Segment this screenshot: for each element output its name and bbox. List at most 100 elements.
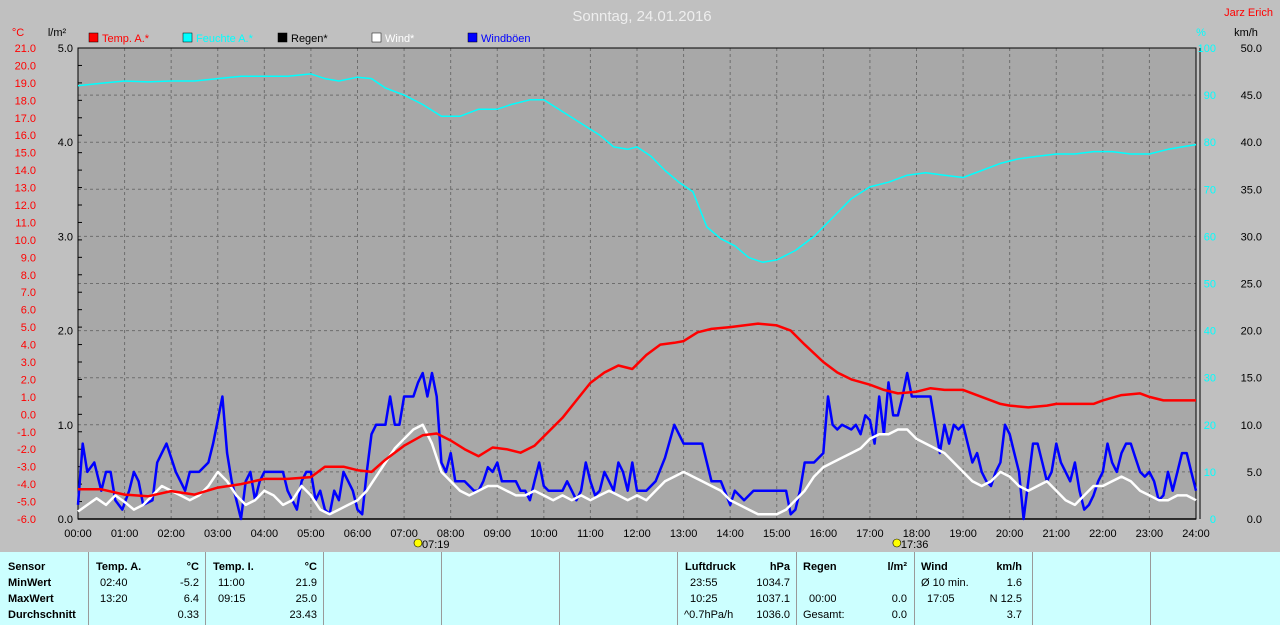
humidity-tick-label: 70 <box>1204 184 1216 196</box>
temp-i-header: Temp. I. <box>213 561 254 573</box>
temp-tick-label: 20.0 <box>15 60 36 72</box>
temp-i-min-time: 11:00 <box>218 577 245 589</box>
series-line-wind <box>77 423 1197 516</box>
x-tick-label: 09:00 <box>483 528 511 540</box>
humidity-tick-label: 90 <box>1204 90 1216 102</box>
rain-max-time: 00:00 <box>809 593 837 605</box>
temp-i-avg: 23.43 <box>289 609 317 621</box>
legend-swatch <box>371 32 382 43</box>
humidity-tick-label: 100 <box>1198 43 1216 55</box>
separator <box>914 552 915 625</box>
sunset-icon <box>892 538 902 548</box>
legend-swatch <box>88 32 99 43</box>
x-tick-label: 11:00 <box>577 528 604 540</box>
wind-unit: km/h <box>996 561 1022 573</box>
annotations: 07:19 17:36 <box>413 538 929 551</box>
humidity-tick-label: 10 <box>1204 467 1216 479</box>
temp-a-avg: 0.33 <box>177 609 199 621</box>
x-tick-label: 22:00 <box>1089 528 1117 540</box>
x-tick-label: 18:00 <box>903 528 931 540</box>
series-line-windb-en <box>76 371 1198 521</box>
temp-tick-label: -2.0 <box>17 444 36 456</box>
rain-unit: l/m² <box>887 561 907 573</box>
humidity-tick-label: 20 <box>1204 420 1216 432</box>
grid <box>78 48 1201 519</box>
temp-tick-label: 13.0 <box>15 183 36 195</box>
separator <box>559 552 560 625</box>
separator <box>677 552 678 625</box>
wind-axis-unit: km/h <box>1234 27 1258 39</box>
durchschnitt-label: Durchschnitt <box>8 609 76 621</box>
pressure-trend-label: ^0.7hPa/h <box>684 609 734 621</box>
pressure-avg: 1036.0 <box>756 609 790 621</box>
temp-tick-label: 3.0 <box>21 357 36 369</box>
wind-tick-label: 35.0 <box>1241 184 1262 196</box>
x-tick-label: 15:00 <box>763 528 791 540</box>
temp-tick-label: 21.0 <box>15 43 36 55</box>
temp-tick-label: 17.0 <box>15 113 36 125</box>
legend-label: Feuchte A.* <box>196 33 254 45</box>
x-tick-label: 00:00 <box>64 528 92 540</box>
separator <box>1150 552 1151 625</box>
humidity-axis-unit: % <box>1196 27 1206 39</box>
temp-tick-label: 2.0 <box>21 374 36 386</box>
stats-panel: Sensor MinWert MaxWert Durchschnitt Temp… <box>0 552 1280 625</box>
temp-a-min-time: 02:40 <box>100 577 128 589</box>
temp-tick-label: 6.0 <box>21 305 36 317</box>
wind-avg-value: 1.6 <box>1006 577 1022 589</box>
temp-i-max-value: 25.0 <box>295 593 317 605</box>
temp-a-unit: °C <box>186 561 199 573</box>
series-group <box>76 73 1198 521</box>
humidity-tick-label: 30 <box>1204 373 1216 385</box>
temp-tick-label: -6.0 <box>17 514 36 526</box>
temp-i-max-time: 09:15 <box>218 593 246 605</box>
rain-tick-label: 1.0 <box>58 420 73 432</box>
legend-swatch <box>182 32 193 43</box>
wind-mean: 3.7 <box>1006 609 1022 621</box>
temp-tick-label: 7.0 <box>21 287 36 299</box>
separator <box>88 552 89 625</box>
temp-a-min-value: -5.2 <box>180 577 199 589</box>
wind-tick-label: 5.0 <box>1247 467 1262 479</box>
temp-tick-label: -3.0 <box>17 462 36 474</box>
maxwert-label: MaxWert <box>8 593 54 605</box>
temp-tick-label: 10.0 <box>15 235 36 247</box>
annotation-label: 17:36 <box>901 539 929 551</box>
x-tick-label: 02:00 <box>157 528 185 540</box>
legend-label: Temp. A.* <box>102 33 150 45</box>
rain-tick-label: 0.0 <box>58 514 73 526</box>
x-tick-label: 20:00 <box>996 528 1024 540</box>
annotation-label: 07:19 <box>422 539 450 551</box>
x-tick-label: 17:00 <box>856 528 884 540</box>
pressure-unit: hPa <box>769 561 790 573</box>
x-tick-label: 07:00 <box>390 528 418 540</box>
temp-tick-label: 9.0 <box>21 252 36 264</box>
separator <box>441 552 442 625</box>
wind-tick-label: 0.0 <box>1247 514 1262 526</box>
rain-total-label: Gesamt: <box>803 609 845 621</box>
wind-tick-label: 30.0 <box>1241 231 1262 243</box>
wind-header: Wind <box>921 561 948 573</box>
legend-swatch <box>467 32 478 43</box>
sunrise-icon <box>413 538 423 548</box>
sensor-label: Sensor <box>8 561 46 573</box>
rain-axis-unit: l/m² <box>48 27 67 39</box>
separator <box>1032 552 1033 625</box>
temp-axis-unit: °C <box>12 27 24 39</box>
humidity-tick-label: 80 <box>1204 137 1216 149</box>
temp-tick-label: 18.0 <box>15 95 36 107</box>
rain-max-value: 0.0 <box>891 593 907 605</box>
x-tick-label: 19:00 <box>949 528 977 540</box>
author-label: Jarz Erich <box>1224 7 1273 19</box>
rain-total: 0.0 <box>891 609 907 621</box>
wind-tick-label: 40.0 <box>1241 137 1262 149</box>
series-line-temp-a <box>78 322 1196 498</box>
humidity-tick-label: 60 <box>1204 231 1216 243</box>
wind-tick-label: 20.0 <box>1241 326 1262 338</box>
wind-avg-label: Ø 10 min. <box>921 577 969 589</box>
legend-label: Regen* <box>291 33 328 45</box>
chart-title: Sonntag, 24.01.2016 <box>572 8 711 25</box>
x-tick-label: 05:00 <box>297 528 325 540</box>
temp-tick-label: -5.0 <box>17 497 36 509</box>
legend-swatch <box>277 32 288 43</box>
